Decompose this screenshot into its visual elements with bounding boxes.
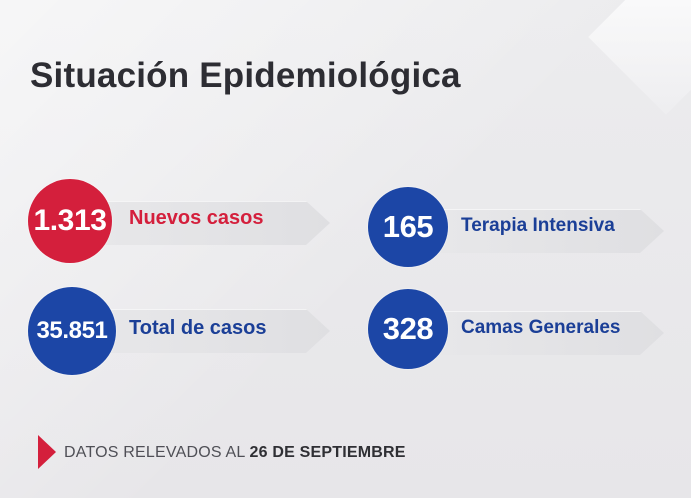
footer-date: 26 DE SEPTIEMBRE xyxy=(249,444,406,461)
stat-bar xyxy=(418,311,664,355)
footer-prefix: DATOS RELEVADOS AL xyxy=(64,444,250,461)
stat-bar xyxy=(76,309,330,353)
stat-card-camas-generales: 328 Camas Generales xyxy=(368,289,664,369)
stat-label: Terapia Intensiva xyxy=(461,215,615,236)
stat-card-terapia-intensiva: 165 Terapia Intensiva xyxy=(368,187,664,267)
stat-card-total-de-casos: 35.851 Total de casos xyxy=(28,287,330,375)
stat-label: Nuevos casos xyxy=(129,207,264,229)
stat-label: Total de casos xyxy=(129,317,267,339)
page-title: Situación Epidemiológica xyxy=(30,56,461,95)
stat-value-circle: 165 xyxy=(368,187,448,267)
stat-value-circle: 35.851 xyxy=(28,287,116,375)
stat-value-circle: 1.313 xyxy=(28,179,112,263)
stat-label: Camas Generales xyxy=(461,317,621,338)
play-arrow-icon xyxy=(38,435,56,469)
stat-card-nuevos-casos: 1.313 Nuevos casos xyxy=(28,179,330,263)
stat-bar xyxy=(76,201,330,245)
stat-value-circle: 328 xyxy=(368,289,448,369)
footer-note: DATOS RELEVADOS AL 26 DE SEPTIEMBRE xyxy=(64,444,406,462)
stat-bar xyxy=(418,209,664,253)
